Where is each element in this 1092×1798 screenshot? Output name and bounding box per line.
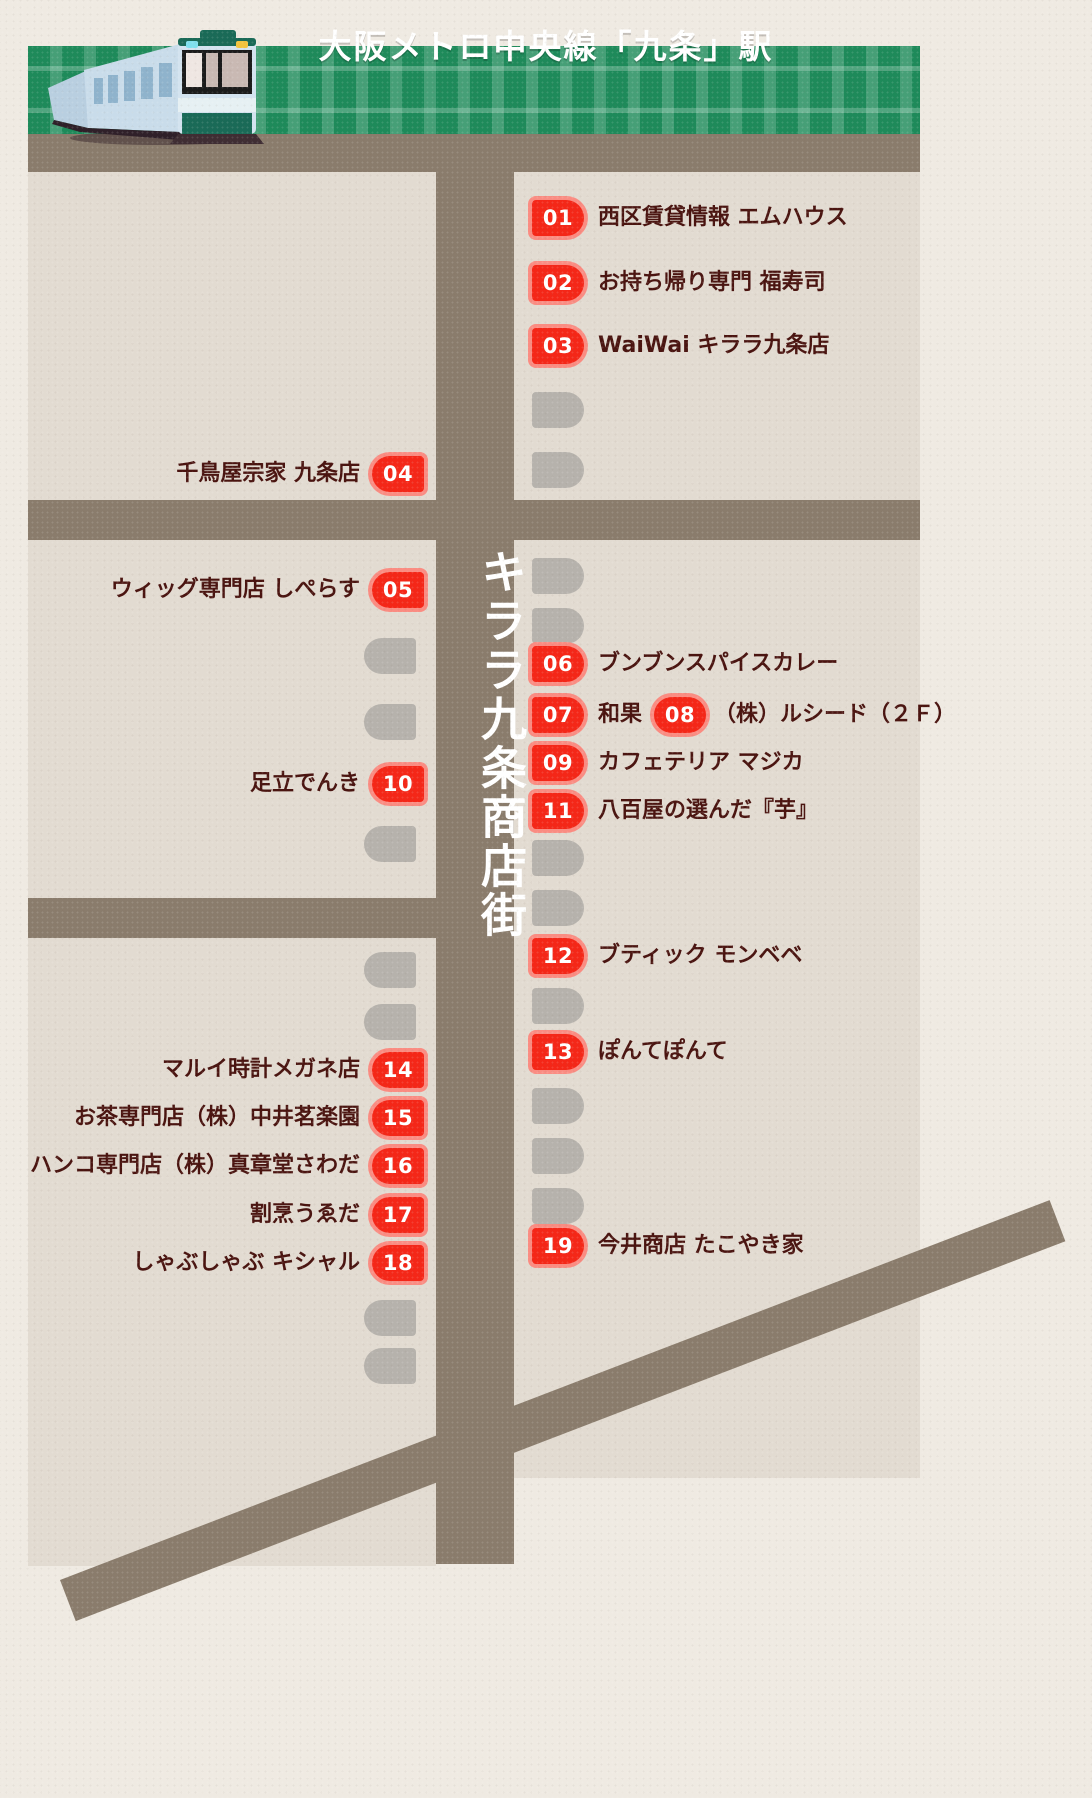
train-icon <box>48 30 264 145</box>
rail-line-top <box>28 66 920 71</box>
badge-vacant-left-7 <box>364 1348 416 1384</box>
shop-label-10[interactable]: 足立でんき <box>249 771 360 796</box>
badge-11[interactable]: 11 <box>532 793 584 829</box>
badge-vacant-left-3 <box>364 826 416 862</box>
badge-17[interactable]: 17 <box>372 1197 424 1233</box>
badge-16[interactable]: 16 <box>372 1148 424 1184</box>
badge-vacant-left-2 <box>364 704 416 740</box>
road-horizontal-third <box>28 898 436 938</box>
badge-18[interactable]: 18 <box>372 1245 424 1281</box>
shop-label-14[interactable]: マルイ時計メガネ店 <box>161 1057 360 1082</box>
badge-08[interactable]: 08 <box>654 697 706 733</box>
shop-label-02[interactable]: お持ち帰り専門 福寿司 <box>598 270 826 295</box>
badge-01[interactable]: 01 <box>532 200 584 236</box>
badge-vacant-right-2 <box>532 452 584 488</box>
badge-12[interactable]: 12 <box>532 938 584 974</box>
shop-label-17[interactable]: 割烹うゑだ <box>249 1202 360 1227</box>
badge-vacant-right-3 <box>532 558 584 594</box>
badge-06[interactable]: 06 <box>532 646 584 682</box>
badge-vacant-right-4 <box>532 608 584 644</box>
shop-label-03[interactable]: WaiWai キララ九条店 <box>598 333 830 358</box>
shop-label-15[interactable]: お茶専門店（株）中井茗楽園 <box>73 1105 360 1130</box>
badge-vacant-left-1 <box>364 638 416 674</box>
badge-05[interactable]: 05 <box>372 572 424 608</box>
badge-07[interactable]: 07 <box>532 697 584 733</box>
shop-label-08[interactable]: （株）ルシード（２Ｆ） <box>714 702 957 727</box>
shop-label-06[interactable]: ブンブンスパイスカレー <box>598 651 839 676</box>
badge-vacant-right-1 <box>532 392 584 428</box>
shop-label-05[interactable]: ウィッグ専門店 しぺらす <box>110 577 360 602</box>
badge-vacant-right-7 <box>532 988 584 1024</box>
badge-10[interactable]: 10 <box>372 766 424 802</box>
badge-vacant-left-5 <box>364 1004 416 1040</box>
block-top-left <box>28 170 436 500</box>
shop-label-01[interactable]: 西区賃貸情報 エムハウス <box>598 205 848 230</box>
page-title: 大阪メトロ中央線「九条」駅 <box>318 27 774 66</box>
badge-02[interactable]: 02 <box>532 265 584 301</box>
badge-vacant-right-8 <box>532 1088 584 1124</box>
shop-label-07[interactable]: 和果 <box>598 702 643 727</box>
street-name-vertical: キララ九条商店街 <box>474 548 528 940</box>
shop-label-11[interactable]: 八百屋の選んだ『芋』 <box>598 798 819 823</box>
badge-04[interactable]: 04 <box>372 456 424 492</box>
badge-19[interactable]: 19 <box>532 1228 584 1264</box>
shop-label-13[interactable]: ぽんてぽんて <box>598 1039 728 1064</box>
badge-14[interactable]: 14 <box>372 1052 424 1088</box>
badge-15[interactable]: 15 <box>372 1100 424 1136</box>
badge-vacant-left-6 <box>364 1300 416 1336</box>
shop-label-04[interactable]: 千鳥屋宗家 九条店 <box>176 461 360 486</box>
shop-label-12[interactable]: ブティック モンベベ <box>598 943 803 968</box>
shop-label-19[interactable]: 今井商店 たこやき家 <box>598 1233 804 1258</box>
shop-label-16[interactable]: ハンコ専門店（株）真章堂さわだ <box>29 1153 360 1178</box>
road-vertical-main <box>436 134 514 1564</box>
rail-line-bottom <box>28 108 920 113</box>
badge-13[interactable]: 13 <box>532 1034 584 1070</box>
shop-label-18[interactable]: しゃぶしゃぶ キシャル <box>132 1250 360 1275</box>
badge-03[interactable]: 03 <box>532 328 584 364</box>
badge-vacant-right-9 <box>532 1138 584 1174</box>
badge-vacant-right-6 <box>532 890 584 926</box>
badge-vacant-left-4 <box>364 952 416 988</box>
badge-vacant-right-5 <box>532 840 584 876</box>
shop-label-09[interactable]: カフェテリア マジカ <box>598 750 804 775</box>
badge-vacant-right-10 <box>532 1188 584 1224</box>
badge-09[interactable]: 09 <box>532 745 584 781</box>
